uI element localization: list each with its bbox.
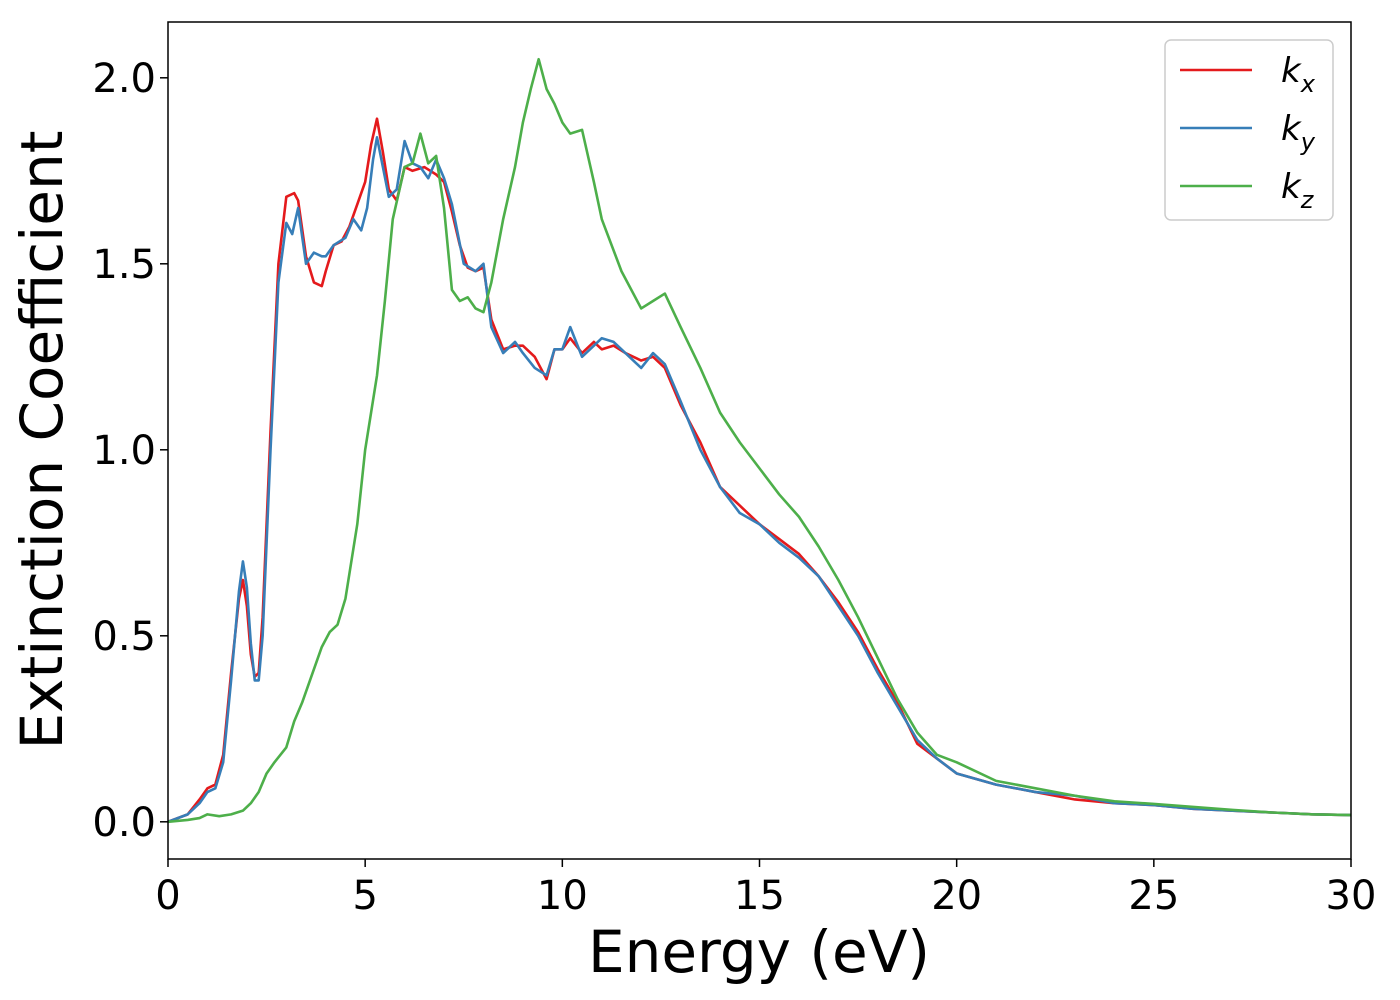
plot-lines bbox=[168, 57, 1351, 824]
y-tick-label: 0.0 bbox=[92, 800, 156, 846]
x-axis-title: Energy (eV) bbox=[588, 918, 930, 986]
y-axis-ticks: 0.0 0.5 1.0 1.5 2.0 bbox=[92, 56, 168, 846]
x-tick-label: 0 bbox=[155, 873, 180, 919]
x-tick-label: 10 bbox=[537, 873, 588, 919]
x-tick-label: 20 bbox=[931, 873, 982, 919]
x-tick-label: 30 bbox=[1326, 873, 1377, 919]
legend-label-kx: kx bbox=[1281, 51, 1316, 98]
y-tick-label: 1.5 bbox=[92, 242, 156, 288]
series-line-kz bbox=[168, 57, 1351, 824]
x-tick-label: 5 bbox=[352, 873, 377, 919]
y-axis-title: Extinction Coefficient bbox=[8, 131, 76, 750]
legend-label-ky: ky bbox=[1281, 109, 1316, 156]
y-tick-label: 1.0 bbox=[92, 428, 156, 474]
series-line-ky bbox=[168, 136, 1351, 824]
y-tick-label: 2.0 bbox=[92, 56, 156, 102]
legend-box bbox=[1164, 39, 1334, 221]
x-tick-label: 15 bbox=[734, 873, 785, 919]
x-axis-ticks: 0 5 10 15 20 25 30 bbox=[155, 859, 1376, 919]
x-tick-label: 25 bbox=[1128, 873, 1179, 919]
y-tick-label: 0.5 bbox=[92, 614, 156, 660]
